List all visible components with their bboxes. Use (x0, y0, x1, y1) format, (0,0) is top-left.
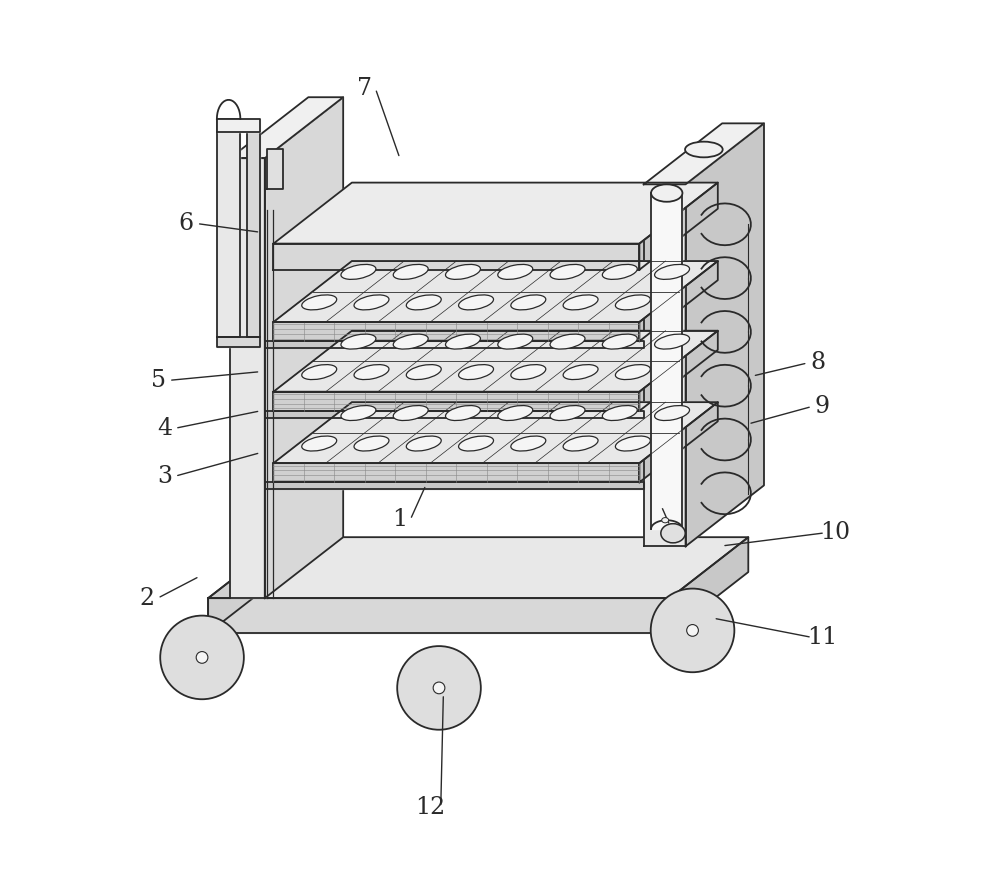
Ellipse shape (459, 364, 494, 379)
Text: 5: 5 (151, 369, 166, 392)
Ellipse shape (685, 142, 723, 157)
Ellipse shape (511, 364, 546, 379)
Polygon shape (208, 598, 670, 633)
Ellipse shape (602, 265, 637, 280)
Ellipse shape (160, 615, 244, 699)
Ellipse shape (341, 406, 376, 420)
Polygon shape (273, 183, 718, 244)
Polygon shape (639, 402, 718, 482)
Ellipse shape (655, 265, 690, 280)
Polygon shape (644, 184, 686, 546)
Polygon shape (273, 330, 718, 392)
Ellipse shape (302, 364, 337, 379)
Polygon shape (208, 538, 287, 633)
Polygon shape (639, 261, 718, 341)
Ellipse shape (354, 364, 389, 379)
Polygon shape (273, 463, 639, 482)
Polygon shape (651, 193, 682, 529)
Polygon shape (217, 119, 240, 336)
Ellipse shape (615, 364, 650, 379)
Text: 9: 9 (815, 395, 830, 418)
Polygon shape (265, 411, 644, 418)
Ellipse shape (655, 334, 690, 349)
Ellipse shape (397, 646, 481, 730)
Ellipse shape (661, 524, 685, 543)
Polygon shape (639, 330, 718, 411)
Polygon shape (265, 341, 644, 348)
Polygon shape (265, 97, 343, 598)
Text: 11: 11 (807, 626, 837, 649)
Ellipse shape (651, 588, 734, 672)
Ellipse shape (433, 682, 445, 694)
Polygon shape (273, 392, 639, 411)
Ellipse shape (550, 265, 585, 280)
Polygon shape (267, 149, 283, 189)
Ellipse shape (459, 295, 494, 310)
Ellipse shape (602, 334, 637, 349)
Ellipse shape (687, 625, 698, 636)
Ellipse shape (563, 295, 598, 310)
Ellipse shape (563, 364, 598, 379)
Polygon shape (273, 261, 718, 322)
Text: 8: 8 (810, 351, 826, 374)
Ellipse shape (511, 295, 546, 310)
Ellipse shape (302, 295, 337, 310)
Text: 2: 2 (140, 586, 155, 610)
Ellipse shape (196, 651, 208, 663)
Ellipse shape (393, 406, 428, 420)
Ellipse shape (498, 334, 533, 349)
Ellipse shape (354, 436, 389, 451)
Polygon shape (230, 97, 343, 158)
Ellipse shape (550, 406, 585, 420)
Ellipse shape (550, 334, 585, 349)
Polygon shape (273, 244, 639, 270)
Text: 7: 7 (357, 77, 372, 100)
Ellipse shape (655, 406, 690, 420)
Polygon shape (230, 158, 265, 598)
Ellipse shape (662, 517, 669, 523)
Text: 1: 1 (392, 509, 407, 531)
Polygon shape (639, 183, 718, 270)
Text: 6: 6 (179, 212, 194, 235)
Ellipse shape (511, 436, 546, 451)
Ellipse shape (498, 265, 533, 280)
Polygon shape (217, 336, 260, 347)
Ellipse shape (602, 406, 637, 420)
Ellipse shape (393, 265, 428, 280)
Text: 3: 3 (157, 465, 172, 488)
Polygon shape (273, 322, 639, 341)
Ellipse shape (615, 436, 650, 451)
Ellipse shape (406, 364, 441, 379)
Polygon shape (247, 132, 260, 336)
Ellipse shape (651, 184, 682, 202)
Polygon shape (265, 482, 644, 489)
Polygon shape (217, 119, 260, 132)
Polygon shape (670, 538, 748, 633)
Polygon shape (273, 402, 718, 463)
Ellipse shape (341, 334, 376, 349)
Ellipse shape (341, 265, 376, 280)
Ellipse shape (445, 406, 480, 420)
Ellipse shape (354, 295, 389, 310)
Ellipse shape (459, 436, 494, 451)
Polygon shape (644, 123, 764, 184)
Ellipse shape (445, 265, 480, 280)
Polygon shape (208, 538, 748, 598)
Ellipse shape (563, 436, 598, 451)
Ellipse shape (498, 406, 533, 420)
Ellipse shape (393, 334, 428, 349)
Ellipse shape (302, 436, 337, 451)
Text: 4: 4 (157, 417, 172, 440)
Ellipse shape (406, 436, 441, 451)
Text: 10: 10 (820, 521, 850, 545)
Polygon shape (686, 123, 764, 546)
Ellipse shape (445, 334, 480, 349)
Ellipse shape (406, 295, 441, 310)
Ellipse shape (615, 295, 650, 310)
Text: 12: 12 (415, 795, 445, 819)
